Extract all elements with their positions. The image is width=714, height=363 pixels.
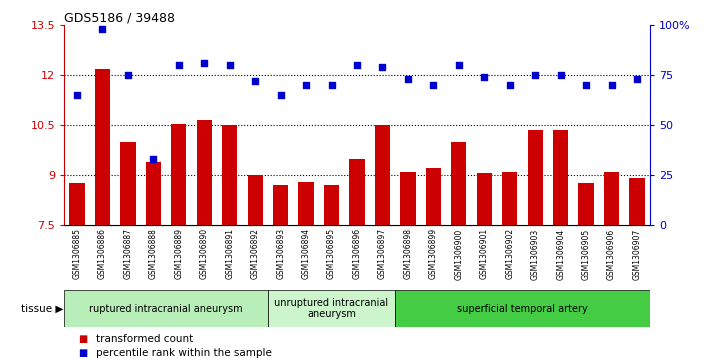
Text: GSM1306890: GSM1306890 xyxy=(200,228,208,280)
Text: GSM1306900: GSM1306900 xyxy=(454,228,463,280)
Text: ■: ■ xyxy=(79,348,88,358)
Point xyxy=(249,78,261,84)
Bar xyxy=(578,183,594,225)
Text: unruptured intracranial
aneurysm: unruptured intracranial aneurysm xyxy=(274,298,388,319)
Text: GSM1306888: GSM1306888 xyxy=(149,228,158,279)
Text: GSM1306891: GSM1306891 xyxy=(225,228,234,279)
Bar xyxy=(477,174,492,225)
Text: tissue ▶: tissue ▶ xyxy=(21,303,64,314)
Point xyxy=(555,72,566,78)
Bar xyxy=(268,290,395,327)
Text: GSM1306896: GSM1306896 xyxy=(353,228,361,280)
Text: superficial temporal artery: superficial temporal artery xyxy=(457,303,588,314)
Text: GSM1306904: GSM1306904 xyxy=(556,228,565,280)
Bar xyxy=(120,142,136,225)
Text: GSM1306885: GSM1306885 xyxy=(73,228,81,279)
Text: GSM1306901: GSM1306901 xyxy=(480,228,489,280)
Bar xyxy=(324,185,339,225)
Text: ruptured intracranial aneurysm: ruptured intracranial aneurysm xyxy=(89,303,243,314)
Text: GDS5186 / 39488: GDS5186 / 39488 xyxy=(64,11,175,24)
Point xyxy=(122,72,134,78)
Bar xyxy=(375,125,390,225)
Text: GSM1306902: GSM1306902 xyxy=(506,228,514,280)
Point xyxy=(224,62,236,68)
Text: transformed count: transformed count xyxy=(96,334,193,344)
Text: percentile rank within the sample: percentile rank within the sample xyxy=(96,348,272,358)
Text: GSM1306889: GSM1306889 xyxy=(174,228,183,279)
Bar xyxy=(222,125,237,225)
Text: GSM1306895: GSM1306895 xyxy=(327,228,336,280)
Point xyxy=(96,26,108,32)
Bar xyxy=(451,142,466,225)
Bar xyxy=(349,159,365,225)
Point xyxy=(453,62,465,68)
Text: GSM1306892: GSM1306892 xyxy=(251,228,260,279)
Bar xyxy=(196,120,212,225)
Point xyxy=(478,74,490,80)
Point xyxy=(428,82,439,88)
Point xyxy=(173,62,184,68)
Text: GSM1306897: GSM1306897 xyxy=(378,228,387,280)
Point xyxy=(377,65,388,70)
Bar xyxy=(604,172,619,225)
Text: GSM1306905: GSM1306905 xyxy=(582,228,590,280)
Bar xyxy=(64,290,268,327)
Text: GSM1306887: GSM1306887 xyxy=(124,228,132,279)
Bar xyxy=(426,168,441,225)
Bar xyxy=(298,182,313,225)
Text: GSM1306894: GSM1306894 xyxy=(301,228,311,280)
Text: GSM1306903: GSM1306903 xyxy=(531,228,540,280)
Text: GSM1306907: GSM1306907 xyxy=(633,228,641,280)
Bar xyxy=(553,130,568,225)
Point xyxy=(530,72,541,78)
Text: GSM1306898: GSM1306898 xyxy=(403,228,413,279)
Point xyxy=(275,92,286,98)
Point xyxy=(301,82,312,88)
Point xyxy=(351,62,363,68)
Bar xyxy=(69,183,85,225)
Bar xyxy=(502,172,518,225)
Point xyxy=(606,82,618,88)
Point xyxy=(326,82,337,88)
Bar xyxy=(146,162,161,225)
Point xyxy=(148,156,159,162)
Text: GSM1306899: GSM1306899 xyxy=(429,228,438,280)
Bar xyxy=(528,130,543,225)
Bar xyxy=(248,175,263,225)
Text: GSM1306893: GSM1306893 xyxy=(276,228,285,280)
Bar xyxy=(273,185,288,225)
Bar xyxy=(171,123,186,225)
Point xyxy=(504,82,516,88)
Bar xyxy=(401,172,416,225)
Bar xyxy=(395,290,650,327)
Bar xyxy=(95,69,110,225)
Bar xyxy=(629,179,645,225)
Point xyxy=(631,77,643,82)
Point xyxy=(580,82,592,88)
Point xyxy=(198,60,210,66)
Text: GSM1306906: GSM1306906 xyxy=(607,228,616,280)
Point xyxy=(71,92,83,98)
Text: ■: ■ xyxy=(79,334,88,344)
Text: GSM1306886: GSM1306886 xyxy=(98,228,107,279)
Point xyxy=(402,77,413,82)
